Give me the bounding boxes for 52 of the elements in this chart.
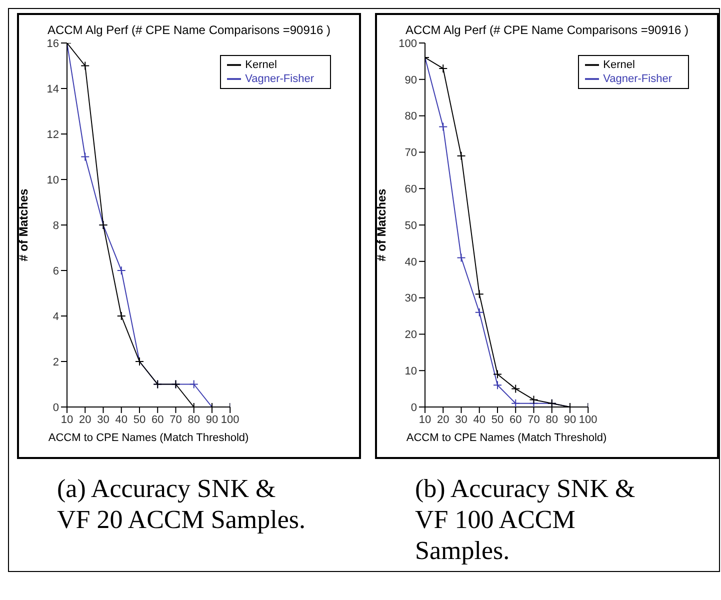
text: (a) Accuracy SNK & VF 20 ACCM Samples. — [57, 473, 306, 536]
text: (b) Accuracy SNK & VF 100 ACCM Samples. — [415, 473, 636, 567]
x-tick-label: 40 — [473, 414, 486, 426]
y-tick-label: 20 — [404, 329, 417, 342]
y-tick-label: 30 — [404, 292, 417, 305]
x-axis-title: ACCM to CPE Names (Match Threshold) — [406, 432, 607, 444]
x-tick-label: 60 — [509, 414, 522, 426]
y-tick-label: 80 — [404, 110, 417, 123]
x-tick-label: 30 — [97, 414, 110, 426]
y-tick-label: 40 — [404, 256, 417, 268]
x-tick-label: 10 — [418, 414, 432, 426]
legend-label: Vagner-Fisher — [245, 72, 314, 85]
x-tick-label: 20 — [437, 414, 450, 426]
chart-title: ACCM Alg Perf (# CPE Name Comparisons =90916 ) — [46, 23, 332, 37]
y-axis-title: # of Matches — [16, 188, 30, 262]
x-tick-label: 10 — [60, 414, 74, 426]
y-tick-label: 6 — [52, 265, 59, 278]
y-tick-label: 4 — [52, 310, 59, 323]
x-tick-label: 80 — [546, 414, 558, 426]
x-tick-label: 100 — [578, 414, 598, 426]
chart-title: ACCM Alg Perf (# CPE Name Comparisons =90916 ) — [404, 23, 690, 37]
y-tick-label: 60 — [404, 184, 417, 196]
x-tick-label: 90 — [206, 414, 218, 426]
y-tick-label: 70 — [404, 147, 417, 160]
x-tick-label: 20 — [79, 414, 92, 426]
y-tick-label: 10 — [404, 366, 417, 378]
y-tick-label: 100 — [398, 38, 417, 50]
legend-label: Vagner-Fisher — [603, 72, 672, 85]
x-tick-label: 100 — [220, 414, 240, 426]
y-tick-label: 0 — [410, 402, 417, 414]
x-tick-label: 40 — [115, 414, 128, 426]
x-axis-title: ACCM to CPE Names (Match Threshold) — [48, 432, 249, 444]
y-tick-label: 90 — [404, 74, 417, 86]
x-tick-label: 70 — [170, 414, 182, 426]
x-tick-label: 90 — [564, 414, 576, 426]
x-tick-label: 50 — [133, 414, 146, 426]
y-tick-label: 2 — [52, 356, 59, 368]
y-tick-label: 12 — [46, 128, 59, 141]
y-axis-title: # of Matches — [374, 188, 388, 262]
x-tick-label: 30 — [455, 414, 468, 426]
legend-label: Kernel — [603, 58, 635, 71]
x-tick-label: 60 — [151, 414, 164, 426]
y-tick-label: 16 — [46, 38, 59, 50]
y-tick-label: 14 — [46, 83, 59, 96]
x-tick-label: 70 — [528, 414, 540, 426]
y-tick-label: 8 — [52, 220, 59, 232]
x-tick-label: 50 — [491, 414, 504, 426]
y-tick-label: 50 — [404, 220, 417, 232]
y-tick-label: 10 — [46, 174, 59, 186]
x-tick-label: 80 — [188, 414, 200, 426]
y-tick-label: 0 — [52, 402, 59, 414]
legend-label: Kernel — [245, 58, 277, 71]
